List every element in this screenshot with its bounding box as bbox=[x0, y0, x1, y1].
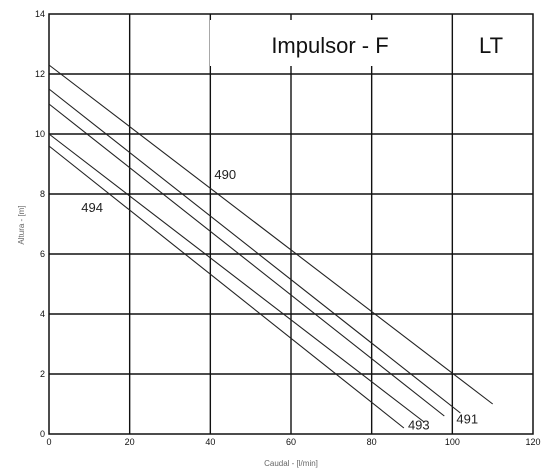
x-tick-label: 20 bbox=[125, 437, 135, 447]
series-line-unlabeled-3 bbox=[48, 133, 425, 423]
labels-layer: 490 494 493 491 bbox=[81, 167, 478, 433]
series-line-494 bbox=[48, 145, 405, 429]
y-tick-label: 2 bbox=[40, 369, 45, 379]
y-tick-label: 10 bbox=[35, 129, 45, 139]
chart-badge: LT bbox=[479, 33, 503, 58]
chart-title: Impulsor - F bbox=[271, 33, 388, 58]
series-label-493: 493 bbox=[408, 418, 430, 433]
y-tick-label: 8 bbox=[40, 189, 45, 199]
x-tick-label: 0 bbox=[46, 437, 51, 447]
series-line-491 bbox=[48, 88, 461, 414]
y-tick-label: 6 bbox=[40, 249, 45, 259]
y-tick-label: 0 bbox=[40, 429, 45, 439]
x-axis-label: Caudal - [l/min] bbox=[264, 459, 318, 468]
series-label-494: 494 bbox=[81, 200, 103, 215]
x-tick-label: 100 bbox=[445, 437, 460, 447]
series-label-490: 490 bbox=[214, 167, 236, 182]
x-tick-label: 40 bbox=[205, 437, 215, 447]
series-layer bbox=[48, 64, 494, 429]
grid-layer bbox=[48, 13, 534, 435]
series-label-491: 491 bbox=[456, 412, 478, 427]
y-axis-label: Altura - [m] bbox=[17, 205, 26, 244]
y-tick-label: 14 bbox=[35, 9, 45, 19]
y-tick-label: 12 bbox=[35, 69, 45, 79]
badge-box bbox=[456, 20, 526, 66]
x-tick-label: 120 bbox=[525, 437, 540, 447]
y-tick-label: 4 bbox=[40, 309, 45, 319]
ticks-layer: 0 20 40 60 80 100 120 0 2 4 6 8 10 12 14 bbox=[35, 9, 541, 447]
series-line-493 bbox=[48, 103, 445, 417]
x-tick-label: 80 bbox=[367, 437, 377, 447]
x-tick-label: 60 bbox=[286, 437, 296, 447]
title-box bbox=[210, 20, 450, 66]
series-line-490 bbox=[48, 64, 494, 405]
